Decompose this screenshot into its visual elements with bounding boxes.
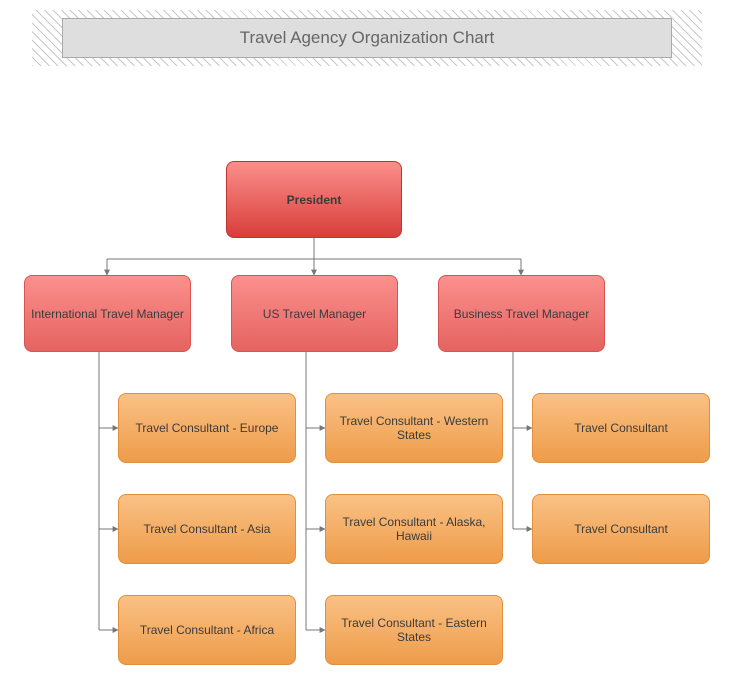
node-c21: Travel Consultant - Western States — [325, 393, 503, 463]
node-c31: Travel Consultant — [532, 393, 710, 463]
node-c23: Travel Consultant - Eastern States — [325, 595, 503, 665]
node-c13: Travel Consultant - Africa — [118, 595, 296, 665]
node-c11: Travel Consultant - Europe — [118, 393, 296, 463]
node-mgr1: International Travel Manager — [24, 275, 191, 352]
node-mgr2: US Travel Manager — [231, 275, 398, 352]
chart-title: Travel Agency Organization Chart — [240, 28, 495, 48]
title-box: Travel Agency Organization Chart — [62, 18, 672, 58]
node-c12: Travel Consultant - Asia — [118, 494, 296, 564]
node-c32: Travel Consultant — [532, 494, 710, 564]
node-c22: Travel Consultant - Alaska, Hawaii — [325, 494, 503, 564]
node-mgr3: Business Travel Manager — [438, 275, 605, 352]
title-banner: Travel Agency Organization Chart — [32, 10, 702, 66]
node-president: President — [226, 161, 402, 238]
